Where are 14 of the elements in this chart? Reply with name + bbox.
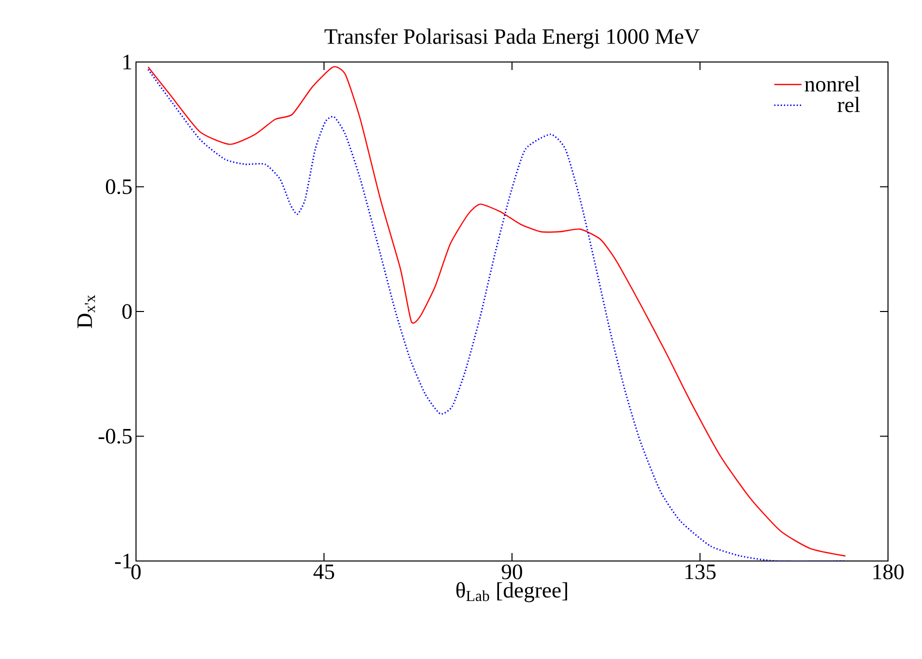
y-tick-label: 1 bbox=[123, 54, 132, 70]
y-axis-title: D$_{x'x}$ bbox=[77, 294, 95, 328]
legend-label: nonrel bbox=[804, 76, 860, 92]
y-tick-label: -1 bbox=[115, 554, 132, 568]
x-axis-title: θ$_{Lab}$ [degree] bbox=[456, 582, 568, 602]
y-tick-label: -0.5 bbox=[98, 428, 132, 444]
y-tick-label: 0.5 bbox=[106, 179, 132, 194]
x-tick-label: 135 bbox=[685, 564, 716, 580]
x-tick-label: 180 bbox=[873, 564, 904, 580]
x-tick-label: 45 bbox=[313, 564, 334, 580]
x-tick-label: 90 bbox=[502, 564, 522, 580]
chart-title: Transfer Polarisasi Pada Energi 1000 MeV bbox=[324, 28, 700, 48]
y-tick-label: 0 bbox=[122, 304, 132, 319]
legend-label: rel bbox=[838, 96, 860, 112]
